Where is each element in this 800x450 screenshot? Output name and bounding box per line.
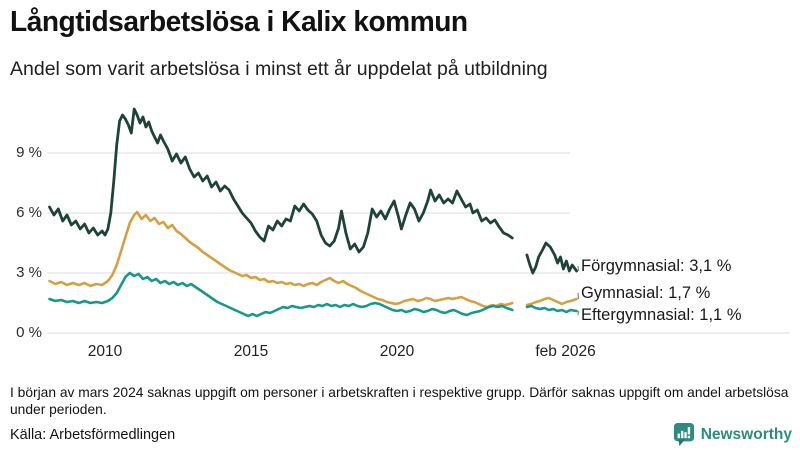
y-axis-tick-label: 0 % <box>16 324 42 341</box>
label-connector <box>577 292 580 300</box>
gridlines <box>47 152 790 334</box>
x-axis-tick-label: feb 2026 <box>535 343 596 360</box>
series-line-gymnasial <box>48 210 578 309</box>
series-end-label-eftergymnasial: Eftergymnasial: 1,1 % <box>581 306 742 324</box>
page-title: Långtidsarbetslösa i Kalix kommun <box>10 6 468 38</box>
x-axis-tick-label: 2020 <box>379 343 415 360</box>
label-connector <box>577 265 580 272</box>
series-end-label-gymnasial: Gymnasial: 1,7 % <box>581 284 711 302</box>
series-line-eftergymnasial <box>48 271 578 318</box>
label-connector <box>577 310 580 316</box>
y-axis-tick-label: 3 % <box>16 264 42 281</box>
x-axis-tick-label: 2010 <box>87 343 123 360</box>
chart-subtitle: Andel som varit arbetslösa i minst ett å… <box>10 58 548 80</box>
series-end-label-forgymnasial: Förgymnasial: 3,1 % <box>581 257 732 275</box>
source-credit: Källa: Arbetsförmedlingen <box>10 427 176 443</box>
newsworthy-brand-name: Newsworthy <box>700 425 792 443</box>
x-axis-tick-label: 2015 <box>233 343 269 360</box>
y-axis-tick-label: 9 % <box>16 144 42 161</box>
series-line-forgymnasial <box>48 107 578 275</box>
newsworthy-brand-link[interactable]: Newsworthy <box>673 422 792 447</box>
chart-footnote: I början av mars 2024 saknas uppgift om … <box>10 385 789 417</box>
newsworthy-logo-icon <box>673 423 694 446</box>
y-axis-tick-label: 6 % <box>16 204 42 221</box>
